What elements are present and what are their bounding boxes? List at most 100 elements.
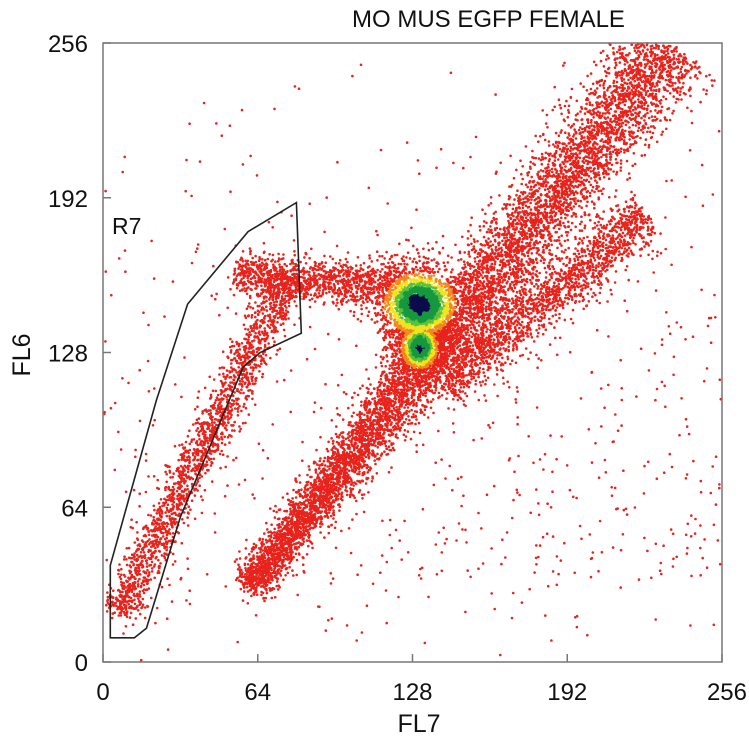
scatter-point — [654, 57, 657, 61]
scatter-point — [489, 326, 493, 329]
scatter-point — [308, 468, 311, 471]
scatter-point — [408, 418, 411, 422]
scatter-point — [657, 47, 660, 51]
scatter-point — [288, 565, 291, 569]
scatter-point — [646, 54, 649, 58]
scatter-point — [382, 388, 386, 392]
scatter-point — [580, 134, 583, 138]
scatter-point — [387, 445, 391, 449]
scatter-point — [424, 391, 428, 395]
scatter-point — [508, 268, 512, 272]
scatter-point — [551, 170, 554, 174]
scatter-point — [450, 256, 453, 259]
scatter-point — [594, 179, 597, 182]
scatter-point — [353, 391, 356, 395]
scatter-point — [397, 424, 400, 428]
scatter-point — [294, 552, 298, 556]
scatter-point — [478, 259, 482, 262]
scatter-point — [548, 252, 551, 255]
scatter-point — [666, 49, 669, 53]
scatter-point — [625, 159, 629, 163]
scatter-point — [696, 67, 699, 70]
scatter-point — [605, 158, 608, 162]
scatter-point — [555, 149, 558, 153]
scatter-point — [494, 221, 498, 224]
scatter-point — [644, 77, 647, 80]
scatter-point — [567, 109, 570, 112]
scatter-point — [611, 150, 615, 153]
scatter-point — [493, 260, 497, 264]
scatter-point — [539, 169, 543, 172]
scatter-point — [305, 553, 309, 556]
scatter-points — [102, 42, 723, 662]
scatter-point — [481, 271, 485, 274]
scatter-point — [548, 154, 551, 157]
scatter-point — [291, 497, 294, 500]
scatter-point — [568, 158, 571, 162]
scatter-point — [564, 131, 567, 134]
scatter-point — [316, 473, 320, 477]
scatter-point — [263, 599, 266, 603]
scatter-point — [563, 179, 567, 183]
scatter-point — [485, 230, 489, 234]
scatter-point — [603, 79, 607, 83]
scatter-point — [345, 475, 349, 478]
scatter-point — [619, 159, 623, 162]
chart-title: MO MUS EGFP FEMALE — [352, 6, 625, 33]
scatter-point — [586, 135, 589, 138]
scatter-point — [489, 202, 493, 205]
scatter-point — [273, 516, 277, 519]
scatter-point — [560, 211, 564, 214]
scatter-point — [489, 265, 492, 268]
scatter-point — [618, 74, 622, 77]
scatter-point — [622, 148, 626, 152]
scatter-point — [493, 262, 497, 266]
scatter-point — [495, 296, 498, 299]
scatter-point — [643, 115, 647, 118]
scatter-point — [553, 219, 557, 222]
scatter-point — [334, 455, 338, 459]
scatter-point — [480, 298, 484, 302]
scatter-point — [330, 437, 333, 440]
scatter-point — [548, 158, 551, 161]
scatter-point — [289, 522, 293, 525]
scatter-point — [518, 194, 521, 198]
scatter-point — [606, 54, 609, 57]
scatter-point — [490, 252, 493, 255]
scatter-point — [622, 78, 626, 81]
scatter-point — [656, 84, 659, 87]
scatter-point — [537, 226, 540, 229]
scatter-point — [328, 467, 331, 471]
scatter-point — [710, 79, 714, 82]
scatter-point — [462, 273, 466, 277]
scatter-point — [347, 423, 351, 427]
scatter-point — [366, 471, 370, 474]
scatter-point — [638, 121, 642, 124]
scatter-point — [589, 121, 593, 124]
scatter-point — [351, 518, 354, 521]
scatter-point — [531, 156, 534, 159]
scatter-point — [505, 236, 509, 239]
scatter-point — [515, 168, 518, 172]
scatter-point — [695, 60, 698, 63]
scatter-point — [268, 587, 271, 590]
scatter-point — [492, 212, 496, 215]
scatter-point — [397, 420, 400, 424]
scatter-point — [506, 271, 510, 275]
scatter-point — [627, 78, 630, 82]
scatter-point — [588, 191, 592, 195]
scatter-point — [576, 112, 579, 115]
scatter-point — [520, 285, 523, 289]
scatter-point — [620, 69, 624, 73]
scatter-point — [628, 86, 631, 90]
scatter-point — [642, 88, 645, 92]
scatter-point — [344, 489, 347, 492]
scatter-point — [253, 586, 256, 590]
scatter-point — [337, 443, 341, 446]
scatter-point — [602, 86, 606, 90]
scatter-point — [498, 194, 501, 197]
scatter-point — [658, 80, 661, 84]
scatter-point — [541, 155, 544, 159]
scatter-point — [342, 447, 346, 451]
scatter-point — [508, 242, 512, 245]
